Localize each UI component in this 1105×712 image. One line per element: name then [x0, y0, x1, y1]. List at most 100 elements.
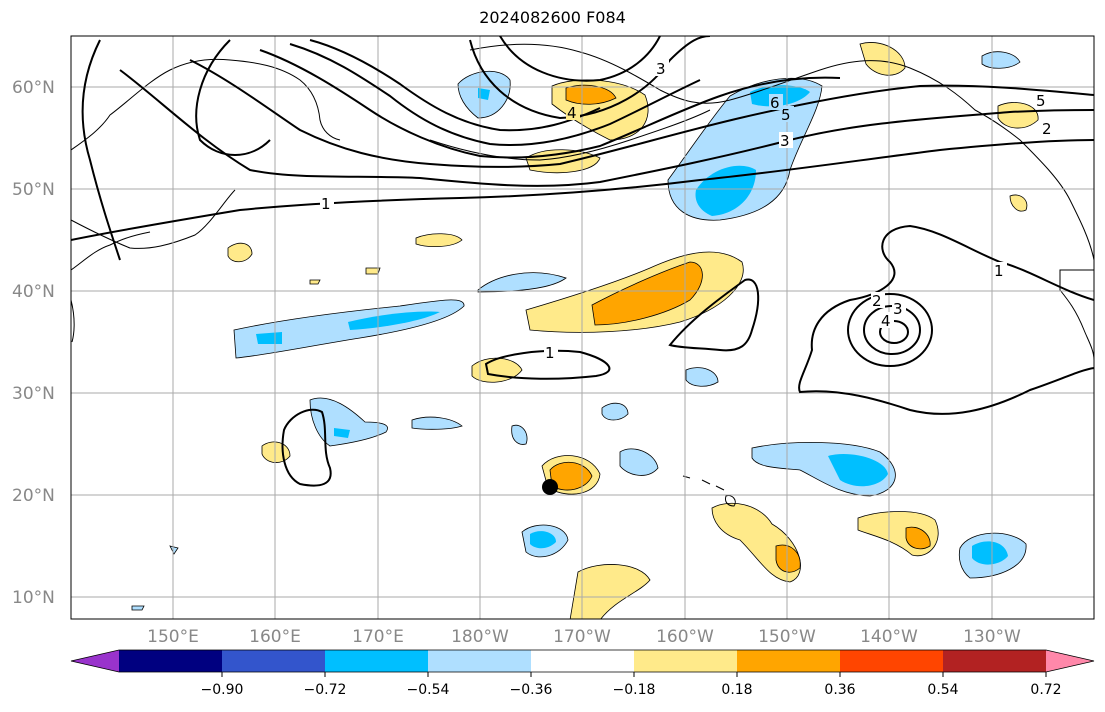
- lon-label: 180°W: [451, 627, 509, 647]
- contour-6-north: [309, 39, 601, 132]
- contour-4-north: [259, 49, 841, 159]
- longitude-labels: 150°E 160°E 170°E 180°W 170°W 160°W 150°…: [147, 627, 1021, 647]
- lon-label: 140°W: [860, 627, 918, 647]
- shade-positive: [859, 42, 906, 76]
- contour-label: 1: [321, 195, 331, 213]
- colorbar-swatch: [634, 650, 738, 672]
- shade-negative: [511, 424, 528, 445]
- contour-low-west: [81, 39, 121, 261]
- shade-positive-strong: [565, 84, 617, 105]
- colorbar-tick-label: 0.18: [721, 682, 752, 698]
- colorbar-tick-label: 0.72: [1030, 682, 1061, 698]
- lat-label: 60°N: [12, 78, 55, 98]
- contour-label: 3: [780, 132, 790, 150]
- lat-label: 40°N: [12, 282, 55, 302]
- contour-ridge: [469, 36, 711, 120]
- contour-1-south: [484, 349, 611, 380]
- contour-label: 4: [881, 312, 891, 330]
- colorbar-tick-label: 0.36: [824, 682, 855, 698]
- colorbar-extend-max: [1046, 650, 1094, 672]
- colorbar-tick-label: −0.54: [407, 682, 450, 698]
- hawaii-islands: [682, 475, 736, 507]
- contour-low-west-2: [195, 39, 271, 156]
- contour-2-east: [847, 293, 933, 367]
- contour-label: 3: [656, 60, 666, 78]
- colorbar: −0.90 −0.72 −0.54 −0.36 −0.18 0.18 0.36 0.54 0.7…: [70, 649, 1095, 698]
- shade-negative-strong: [256, 332, 282, 344]
- shade-positive: [569, 564, 651, 619]
- colorbar-swatch: [531, 650, 635, 672]
- lon-label: 160°E: [249, 627, 301, 647]
- lon-label: 170°E: [352, 627, 404, 647]
- coastline-na-west: [1059, 269, 1094, 361]
- contour-1-sw: [281, 408, 332, 487]
- colorbar-swatch: [737, 650, 841, 672]
- contour-label-group: 1 1 1 2 2 3 3 3 4 4 5 5 6: [320, 60, 1055, 362]
- colorbar-tick-label: −0.90: [201, 682, 244, 698]
- coastline-aleutians: [429, 109, 711, 161]
- coastlines: [71, 43, 1094, 507]
- lat-label: 50°N: [12, 180, 55, 200]
- colorbar-tick-label: −0.36: [510, 682, 553, 698]
- storm-position-marker: [542, 479, 558, 495]
- shade-negative-strong: [828, 454, 888, 487]
- lon-label: 130°W: [963, 627, 1021, 647]
- contour-label: 6: [770, 94, 780, 112]
- shade-negative: [169, 545, 179, 555]
- contour-label: 1: [994, 262, 1004, 280]
- lat-label: 30°N: [12, 384, 55, 404]
- colorbar-swatch: [325, 650, 429, 672]
- contour-label: 2: [872, 292, 882, 310]
- shade-negative: [685, 367, 719, 387]
- contour-label: 5: [1036, 92, 1046, 110]
- colorbar-swatch: [428, 650, 532, 672]
- shade-negative: [411, 416, 463, 430]
- colorbar-tick-label: −0.18: [613, 682, 656, 698]
- lat-label: 20°N: [12, 486, 55, 506]
- colorbar-swatch: [840, 650, 944, 672]
- colorbar-tick-label: 0.54: [927, 682, 958, 698]
- contour-ridge-2: [499, 36, 661, 82]
- contour-label: 5: [781, 106, 791, 124]
- contour-1-north: [71, 139, 1094, 241]
- shade-negative: [131, 605, 145, 611]
- contour-label: 2: [1042, 120, 1052, 138]
- coastline-alaska: [469, 43, 1094, 261]
- shade-negative-strong: [478, 88, 490, 100]
- shade-positive-strong: [775, 544, 801, 573]
- shade-negative: [601, 402, 629, 421]
- contour-label: 3: [893, 300, 903, 318]
- shade-negative: [477, 272, 567, 293]
- colorbar-outline: [70, 649, 1095, 673]
- colorbar-swatch: [943, 650, 1047, 672]
- colorbar-swatch: [222, 650, 326, 672]
- coastline-asia: [71, 58, 341, 343]
- contour-3-north: [189, 59, 1094, 168]
- shade-negative: [619, 448, 659, 476]
- lat-label: 10°N: [12, 588, 55, 608]
- shade-positive: [309, 279, 321, 285]
- lon-label: 170°W: [553, 627, 611, 647]
- latitude-labels: 60°N 50°N 40°N 30°N 20°N 10°N: [12, 78, 55, 608]
- colorbar-tick-label: −0.72: [304, 682, 347, 698]
- lon-label: 150°E: [147, 627, 199, 647]
- contour-label: 4: [567, 104, 577, 122]
- shade-positive-strong: [905, 526, 931, 550]
- map-frame: [70, 35, 1095, 620]
- shade-positive: [1009, 194, 1028, 212]
- contour-1-central: [668, 278, 760, 352]
- colorbar-swatch: [119, 650, 223, 672]
- contour-5-north: [289, 43, 701, 147]
- contour-2-north: [119, 69, 1094, 187]
- colorbar-extend-min: [71, 650, 119, 672]
- shade-negative: [309, 397, 388, 447]
- contour-lines: [71, 36, 1094, 487]
- lon-label: 150°W: [758, 627, 816, 647]
- shade-negative-strong: [348, 311, 440, 330]
- shade-negative-strong: [334, 428, 350, 438]
- shade-negative-strong: [530, 531, 556, 549]
- contour-label: 1: [545, 344, 555, 362]
- shade-positive: [227, 242, 253, 263]
- shade-negative-strong: [972, 541, 1008, 565]
